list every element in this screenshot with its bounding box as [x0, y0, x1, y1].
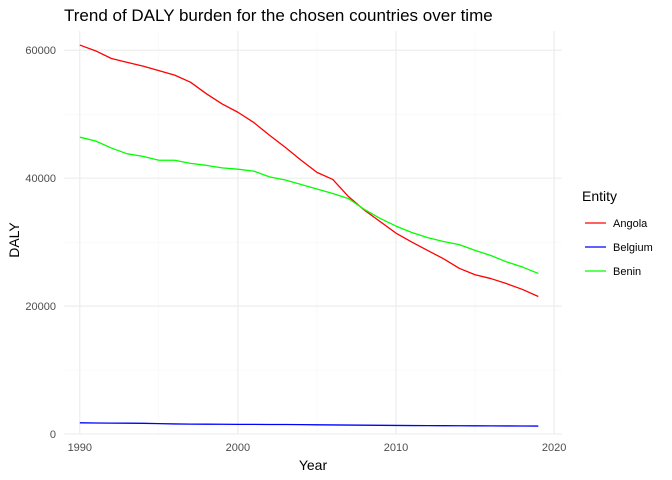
x-tick-label: 2020 — [542, 442, 566, 454]
x-tick-label: 2000 — [226, 442, 250, 454]
y-tick-label: 40000 — [25, 173, 56, 185]
y-axis-ticks: 0 20000 40000 60000 — [25, 45, 56, 441]
y-tick-label: 60000 — [25, 45, 56, 57]
series-line-belgium — [79, 422, 539, 427]
series-line-angola — [79, 44, 539, 298]
legend: Entity Angola Belgium Benin — [582, 188, 653, 278]
x-axis-title: Year — [299, 457, 328, 473]
x-tick-label: 1990 — [68, 442, 92, 454]
y-tick-label: 20000 — [25, 301, 56, 313]
x-tick-label: 2010 — [384, 442, 408, 454]
x-axis-ticks: 1990 2000 2010 2020 — [68, 442, 567, 454]
legend-label-benin: Benin — [613, 266, 641, 278]
y-axis-title: DALY — [6, 222, 22, 258]
grid — [64, 31, 562, 435]
legend-label-belgium: Belgium — [613, 242, 653, 254]
series-lines — [79, 44, 539, 427]
legend-label-angola: Angola — [613, 218, 648, 230]
y-tick-label: 0 — [50, 429, 56, 441]
series-line-benin — [79, 136, 539, 275]
chart-title: Trend of DALY burden for the chosen coun… — [64, 6, 493, 25]
legend-title: Entity — [582, 188, 617, 204]
